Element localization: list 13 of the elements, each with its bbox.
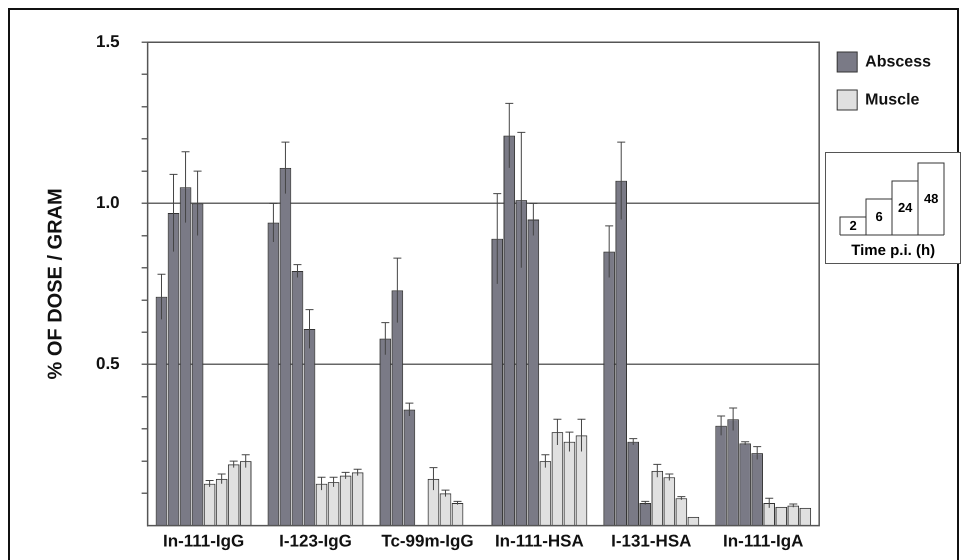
y-tick-label: 1.5 <box>96 32 120 51</box>
legend-label: Muscle <box>865 91 920 108</box>
x-tick-label: Tc-99m-IgG <box>381 531 474 550</box>
y-axis-title: % OF DOSE / GRAM <box>44 188 67 380</box>
x-tick-label: I-131-HSA <box>611 531 692 550</box>
x-tick-label: I-123-IgG <box>279 531 352 550</box>
time-key: 2 6 24 48 Time p.i. (h) <box>825 152 962 264</box>
y-tick-label: 1.0 <box>96 193 120 212</box>
legend-label: Abscess <box>865 53 932 70</box>
x-tick-label: In-111-HSA <box>494 531 584 550</box>
x-tick-label: In-111-IgA <box>723 531 804 550</box>
x-tick-label: In-111-IgG <box>162 531 244 550</box>
y-tick-label: 0.5 <box>96 354 120 374</box>
